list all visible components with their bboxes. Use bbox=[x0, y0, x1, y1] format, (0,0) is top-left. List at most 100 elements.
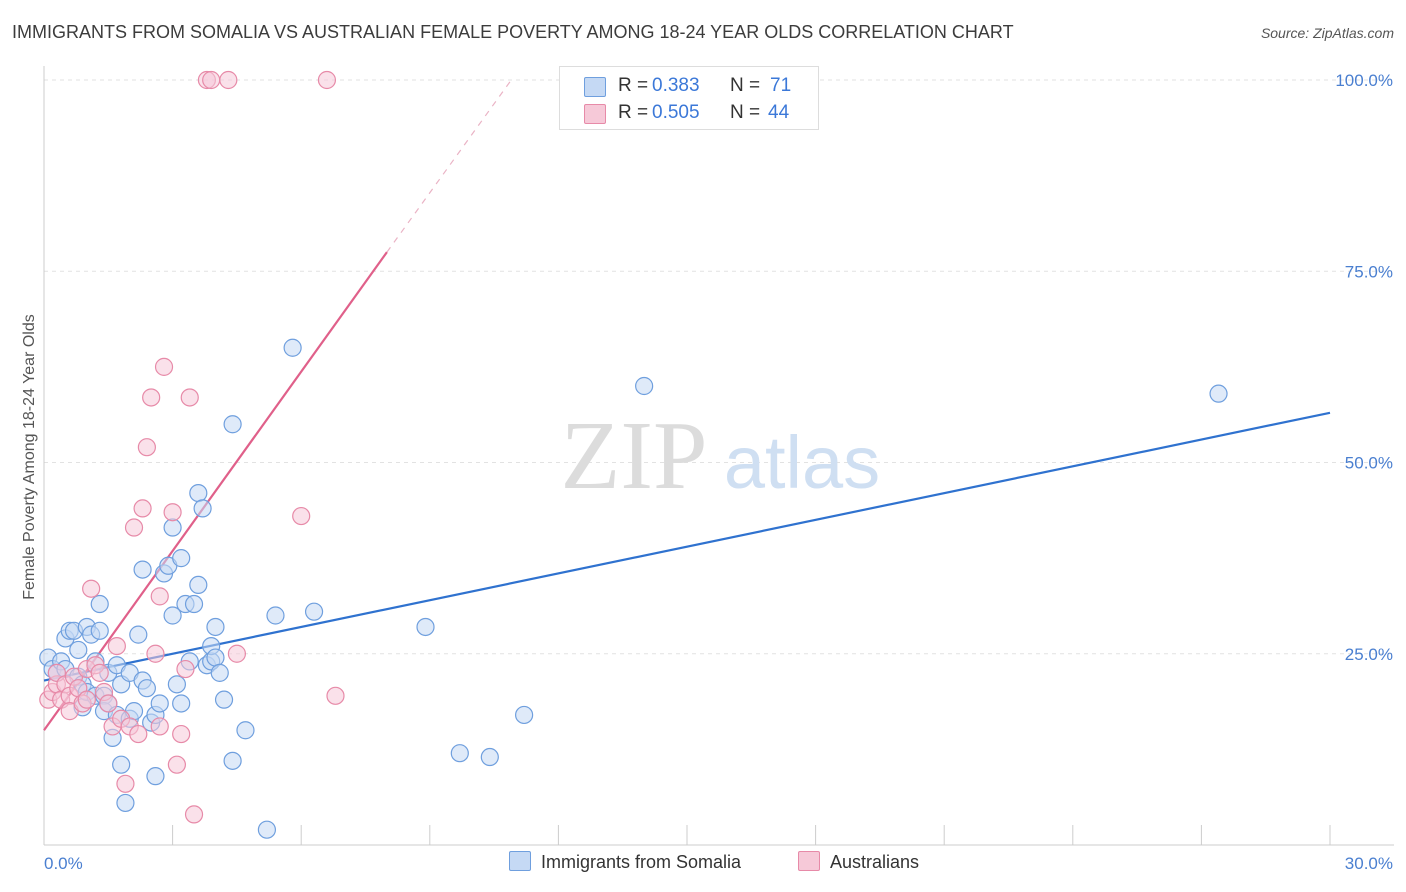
somalia-point-18 bbox=[90, 594, 109, 614]
australians-point-34 bbox=[172, 724, 191, 744]
legend-r-label: R = bbox=[618, 102, 649, 123]
somalia-point-58 bbox=[210, 663, 229, 682]
australians-point-40 bbox=[219, 70, 238, 90]
somalia-point-8 bbox=[69, 640, 88, 660]
somalia-point-62 bbox=[236, 721, 255, 740]
australians-point-12 bbox=[77, 690, 96, 709]
australians-point-24 bbox=[129, 724, 148, 744]
legend-r-value: 0.505 bbox=[652, 102, 700, 123]
somalia-point-68 bbox=[450, 744, 469, 763]
somalia-point-71 bbox=[635, 376, 654, 396]
bottom-legend-australians: Australians bbox=[798, 851, 919, 873]
bottom-legend-somalia: Immigrants from Somalia bbox=[509, 851, 741, 873]
somalia-trend-line bbox=[43, 411, 1331, 682]
tick-labels: 25.0% 50.0% 75.0% 100.0% 0.0% 30.0% bbox=[44, 71, 1393, 873]
axes bbox=[43, 66, 1394, 846]
australians-point-41 bbox=[227, 644, 246, 663]
somalia-point-42 bbox=[163, 606, 182, 625]
somalia-point-50 bbox=[189, 575, 208, 595]
australians-point-15 bbox=[90, 663, 109, 682]
australians-point-23 bbox=[124, 518, 144, 537]
australians-point-31 bbox=[154, 357, 174, 376]
somalia-point-49 bbox=[184, 594, 204, 614]
y-tick-label-100: 100.0% bbox=[1335, 71, 1393, 90]
gridlines bbox=[44, 79, 1394, 655]
australians-point-21 bbox=[116, 774, 135, 793]
australians-trend-line bbox=[43, 251, 388, 731]
somalia-point-66 bbox=[304, 602, 324, 621]
legend-r-value: 0.383 bbox=[652, 75, 700, 96]
australians-point-29 bbox=[150, 717, 169, 736]
x-tick-label-max: 30.0% bbox=[1345, 854, 1393, 873]
australians-point-19 bbox=[107, 636, 126, 656]
legend-n-label: N = bbox=[730, 102, 761, 123]
legend-n-value: 44 bbox=[768, 102, 790, 123]
australians-point-25 bbox=[133, 499, 152, 518]
somalia-point-33 bbox=[133, 560, 152, 579]
somalia-point-72 bbox=[1209, 384, 1228, 403]
australians-point-26 bbox=[137, 438, 156, 457]
bottom-legend-swatch-pink bbox=[798, 851, 820, 871]
bottom-legend-label-australians: Australians bbox=[830, 852, 920, 872]
somalia-point-26 bbox=[112, 755, 131, 774]
legend-n-label: N = bbox=[730, 75, 761, 96]
australians-point-43 bbox=[317, 70, 337, 90]
somalia-point-32 bbox=[129, 625, 148, 644]
somalia-point-46 bbox=[172, 549, 191, 568]
somalia-point-57 bbox=[206, 648, 225, 667]
legend: R = 0.383 N = 71 R = 0.505 N = 44 bbox=[559, 66, 819, 130]
australians-point-42 bbox=[292, 506, 311, 526]
australians-point-39 bbox=[202, 70, 221, 90]
somalia-point-35 bbox=[137, 679, 156, 698]
somalia-point-39 bbox=[150, 694, 169, 713]
somalia-point-38 bbox=[146, 767, 165, 786]
somalia-point-65 bbox=[283, 338, 302, 357]
somalia-point-59 bbox=[214, 690, 234, 709]
somalia-point-28 bbox=[116, 793, 135, 813]
australians-point-27 bbox=[142, 388, 161, 407]
australians-point-30 bbox=[150, 587, 169, 606]
australians-point-36 bbox=[180, 388, 199, 407]
bottom-legend-swatch-blue bbox=[509, 851, 531, 871]
somalia-point-56 bbox=[206, 617, 225, 637]
source-label: Source: ZipAtlas.com bbox=[1260, 25, 1394, 41]
watermark: ZIP atlas bbox=[561, 402, 881, 510]
australians-point-28 bbox=[146, 644, 165, 663]
bottom-legend-label-somalia: Immigrants from Somalia bbox=[541, 852, 742, 872]
data-points bbox=[39, 70, 1228, 839]
somalia-point-52 bbox=[193, 499, 212, 518]
somalia-point-43 bbox=[163, 518, 182, 537]
australians-point-32 bbox=[163, 503, 182, 522]
x-tick-label-min: 0.0% bbox=[44, 854, 83, 873]
y-tick-label-25: 25.0% bbox=[1345, 645, 1393, 664]
australians-point-17 bbox=[99, 694, 118, 713]
legend-swatch-blue bbox=[584, 77, 606, 97]
y-axis-label: Female Poverty Among 18-24 Year Olds bbox=[21, 314, 38, 600]
somalia-point-60 bbox=[223, 415, 242, 434]
y-tick-label-50: 50.0% bbox=[1345, 454, 1393, 473]
trend-lines bbox=[43, 79, 1331, 731]
australians-point-33 bbox=[167, 755, 186, 774]
somalia-point-61 bbox=[223, 751, 242, 770]
australians-trend-extension bbox=[386, 79, 512, 253]
somalia-point-45 bbox=[172, 694, 191, 713]
somalia-point-63 bbox=[257, 820, 277, 839]
australians-point-37 bbox=[184, 805, 204, 824]
somalia-point-69 bbox=[480, 747, 499, 767]
somalia-point-17 bbox=[90, 621, 109, 640]
somalia-point-51 bbox=[189, 484, 208, 503]
somalia-point-67 bbox=[416, 617, 435, 637]
legend-r-label: R = bbox=[618, 75, 649, 96]
legend-n-value: 71 bbox=[770, 75, 792, 96]
watermark-zip: ZIP bbox=[561, 402, 708, 510]
watermark-atlas: atlas bbox=[724, 421, 880, 504]
y-tick-label-75: 75.0% bbox=[1345, 262, 1393, 281]
australians-point-44 bbox=[326, 686, 345, 705]
australians-point-35 bbox=[176, 659, 195, 679]
somalia-point-70 bbox=[515, 705, 534, 725]
chart-title: IMMIGRANTS FROM SOMALIA VS AUSTRALIAN FE… bbox=[12, 22, 1014, 42]
australians-point-13 bbox=[82, 579, 101, 598]
somalia-point-44 bbox=[167, 675, 186, 694]
somalia-point-64 bbox=[266, 606, 285, 625]
